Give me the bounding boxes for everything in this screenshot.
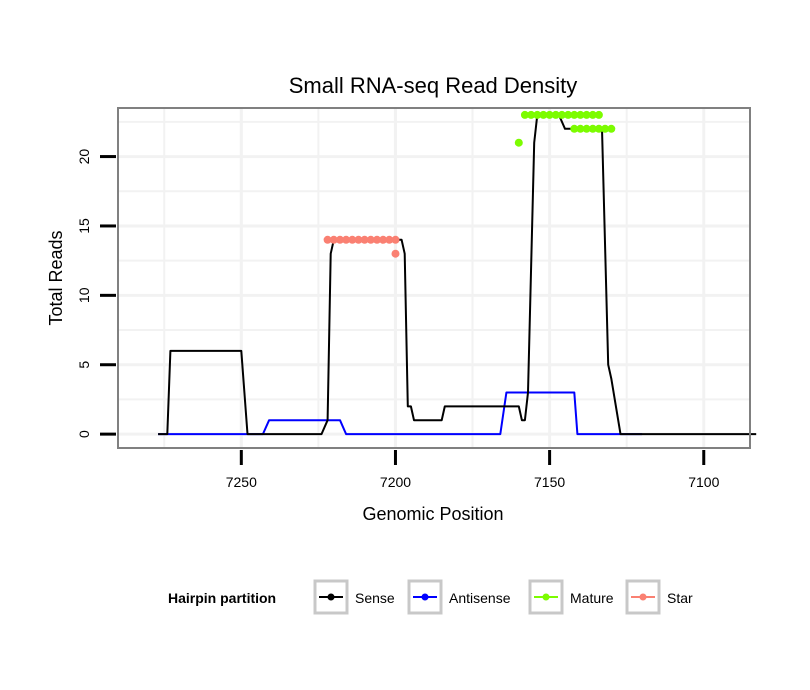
data-point-star (391, 235, 400, 244)
plot-panel-border (117, 107, 751, 449)
data-point-mature (576, 110, 585, 119)
data-point-mature (564, 110, 573, 119)
legend-label-antisense: Antisense (449, 590, 511, 606)
data-point-mature (607, 124, 616, 133)
series-line-antisense (158, 391, 643, 436)
data-point-star (354, 235, 363, 244)
x-tick-label: 7250 (226, 474, 257, 490)
data-point-star (348, 235, 357, 244)
y-axis: 0 5 10 15 20 (76, 149, 116, 438)
y-tick-label: 10 (76, 287, 92, 303)
data-point-star (360, 235, 369, 244)
legend-key-dot (421, 593, 429, 601)
y-tick-label: 20 (76, 149, 92, 165)
data-point-mature (601, 124, 610, 133)
series-layer (158, 110, 757, 436)
y-tick-label: 0 (76, 430, 92, 438)
data-point-mature (533, 110, 542, 119)
data-point-mature (527, 110, 536, 119)
x-axis: 7250 7200 7150 7100 (226, 450, 720, 490)
data-point-star (366, 235, 375, 244)
data-point-star (373, 235, 381, 244)
data-point-star (385, 235, 394, 244)
data-point-mature (582, 110, 591, 119)
legend-label-star: Star (667, 590, 693, 606)
data-point-mature (588, 124, 597, 133)
data-point-mature (545, 110, 554, 119)
plot-panel (118, 108, 750, 448)
y-tick-label: 15 (76, 218, 92, 234)
data-point-mature (594, 110, 603, 119)
data-point-star (342, 235, 351, 244)
x-tick-label: 7200 (380, 474, 411, 490)
data-point-mature (551, 110, 560, 119)
legend-label-mature: Mature (570, 590, 614, 606)
data-point-star (329, 235, 338, 244)
data-point-mature (570, 124, 579, 133)
x-tick-label: 7150 (534, 474, 565, 490)
data-point-mature (539, 110, 548, 119)
data-point-star (323, 235, 332, 244)
legend: Hairpin partition Sense Antisense Mature St… (168, 579, 693, 615)
data-point-mature (588, 110, 597, 119)
chart-title: Small RNA-seq Read Density (289, 73, 578, 98)
legend-key-dot (639, 593, 647, 601)
x-tick-label: 7100 (688, 474, 719, 490)
data-point-mature (570, 110, 579, 119)
data-point-mature (557, 110, 566, 119)
grid-lines (118, 108, 750, 448)
data-point-mature (576, 124, 585, 133)
y-axis-title: Total Reads (46, 230, 66, 325)
legend-label-sense: Sense (355, 590, 395, 606)
data-point-mature (514, 138, 523, 147)
data-point-mature (594, 124, 603, 133)
x-axis-title: Genomic Position (362, 504, 503, 524)
data-point-mature (582, 124, 591, 133)
y-tick-label: 5 (76, 361, 92, 369)
legend-key-dot (542, 593, 550, 601)
legend-title: Hairpin partition (168, 590, 276, 606)
legend-key-dot (327, 593, 335, 601)
data-point-mature (520, 110, 529, 119)
data-point-star (391, 249, 400, 258)
data-point-star (336, 235, 344, 244)
data-point-star (379, 235, 388, 244)
